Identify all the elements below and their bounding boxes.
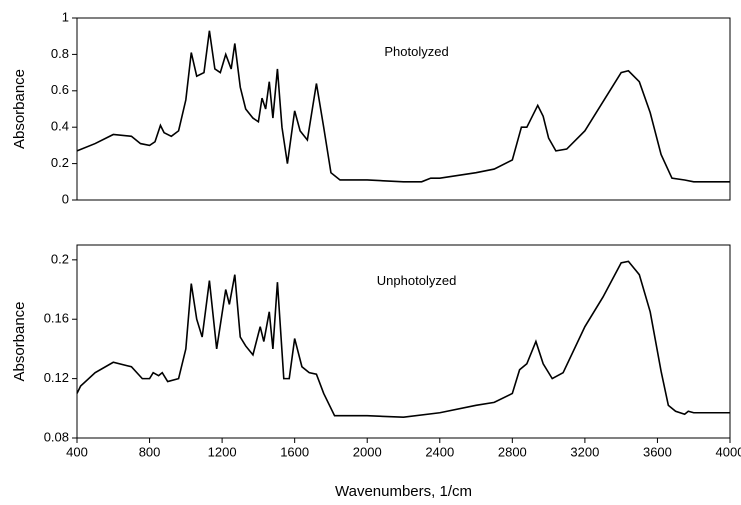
x-tick-label: 1200 (208, 444, 237, 459)
y-tick-label: 0 (62, 191, 69, 206)
y-tick-label: 0.6 (51, 82, 69, 97)
plot-frame (76, 244, 731, 439)
x-tick-label: 800 (139, 444, 161, 459)
annotation: Unphotolyzed (377, 273, 457, 288)
y-axis-label: Absorbance (11, 301, 28, 381)
y-tick-label: 1 (62, 9, 69, 24)
y-tick-label: 0.4 (51, 119, 69, 134)
x-tick-label: 3600 (643, 444, 672, 459)
x-tick-label: 4000 (716, 444, 741, 459)
x-tick-label: 400 (66, 444, 88, 459)
x-tick-label: 3200 (570, 444, 599, 459)
x-tick-label: 2800 (498, 444, 527, 459)
x-tick-label: 2400 (425, 444, 454, 459)
y-axis-label: Absorbance (11, 69, 28, 149)
x-axis-label: Wavenumbers, 1/cm (335, 483, 472, 500)
x-tick-label: 2000 (353, 444, 382, 459)
y-tick-label: 0.12 (44, 370, 69, 385)
x-tick-label: 1600 (280, 444, 309, 459)
y-tick-label: 0.08 (44, 429, 69, 444)
spectrum-line (76, 260, 730, 419)
plot-frame (76, 17, 731, 201)
y-tick-label: 0.8 (51, 46, 69, 61)
annotation: Photolyzed (384, 44, 448, 59)
spectrum-line (76, 30, 730, 183)
y-tick-label: 0.2 (51, 155, 69, 170)
y-tick-label: 0.16 (44, 311, 69, 326)
y-tick-label: 0.2 (51, 251, 69, 266)
